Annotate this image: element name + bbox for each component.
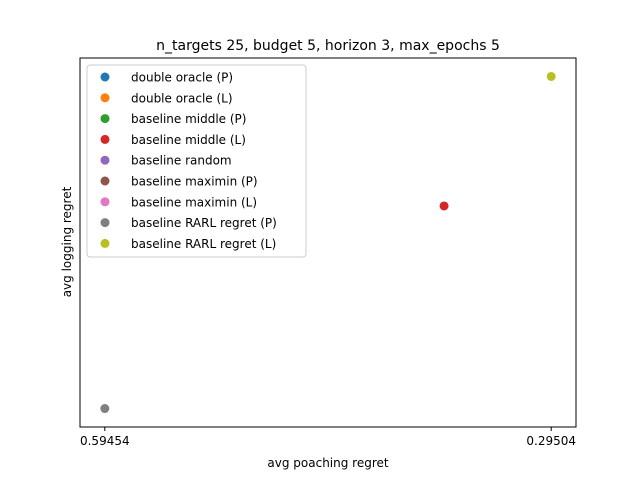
y-axis-label: avg logging regret bbox=[60, 186, 74, 297]
legend-marker-1 bbox=[100, 93, 110, 103]
x-tick-label-1: 0.29504 bbox=[526, 434, 576, 448]
legend-label-2: baseline middle (P) bbox=[131, 112, 246, 126]
legend-label-0: double oracle (P) bbox=[131, 71, 233, 85]
legend-label-7: baseline RARL regret (P) bbox=[131, 216, 277, 230]
legend-marker-3 bbox=[100, 134, 110, 144]
data-point-3-0 bbox=[439, 201, 449, 211]
data-points bbox=[100, 71, 556, 414]
legend-marker-2 bbox=[100, 114, 110, 124]
legend-label-4: baseline random bbox=[131, 154, 232, 168]
legend-marker-7 bbox=[100, 218, 110, 228]
chart-title: n_targets 25, budget 5, horizon 3, max_e… bbox=[156, 38, 500, 54]
legend-label-3: baseline middle (L) bbox=[131, 133, 246, 147]
x-axis-ticks: 0.59454 0.29504 bbox=[80, 427, 576, 448]
legend-label-6: baseline maximin (L) bbox=[131, 195, 257, 209]
data-point-7-0 bbox=[100, 404, 110, 414]
legend: double oracle (P) double oracle (L) baseli… bbox=[86, 64, 307, 258]
legend-label-5: baseline maximin (P) bbox=[131, 175, 258, 189]
x-tick-label-0: 0.59454 bbox=[80, 434, 130, 448]
legend-marker-8 bbox=[100, 238, 110, 248]
x-axis-label: avg poaching regret bbox=[267, 456, 388, 470]
legend-label-1: double oracle (L) bbox=[131, 91, 233, 105]
data-point-8-0 bbox=[546, 71, 556, 81]
legend-marker-6 bbox=[100, 197, 110, 207]
legend-box bbox=[86, 64, 307, 258]
legend-marker-0 bbox=[100, 72, 110, 82]
legend-marker-4 bbox=[100, 155, 110, 165]
plot-frame bbox=[79, 57, 577, 428]
legend-marker-5 bbox=[100, 176, 110, 186]
legend-label-8: baseline RARL regret (L) bbox=[131, 237, 276, 251]
